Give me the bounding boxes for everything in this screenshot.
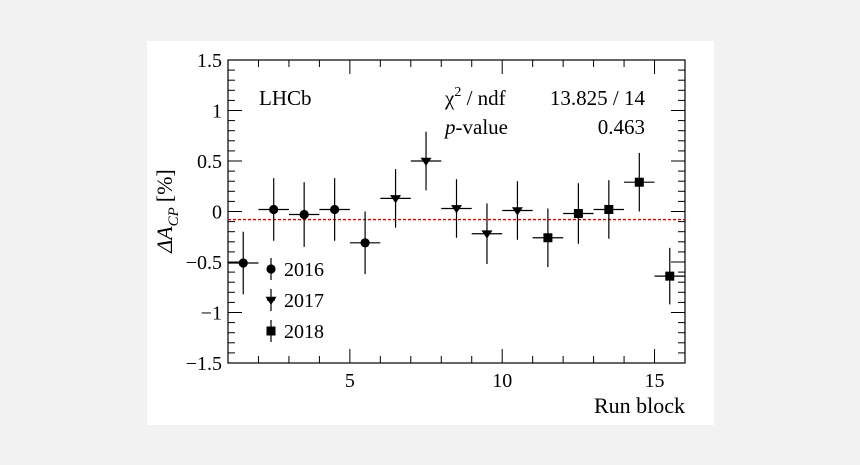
marker-circle (330, 204, 340, 215)
data-point-2018 (532, 208, 564, 268)
data-point-2017 (441, 179, 472, 238)
y-tick-label: −0.5 (186, 252, 222, 274)
y-axis-label: ΔACP [%] (152, 169, 182, 254)
chi2-symbol: χ (444, 86, 455, 110)
pvalue-p: p (443, 115, 456, 139)
x-tick-label: 15 (645, 370, 665, 392)
data-point-2016 (228, 231, 259, 295)
legend-item-2017: 2017 (265, 289, 324, 312)
marker-circle (299, 209, 309, 220)
legend-item-2016: 2016 (266, 258, 324, 281)
data-point-2018 (563, 183, 594, 244)
data-point-2016 (319, 178, 350, 241)
legend-label: 2017 (284, 290, 324, 312)
marker-square (665, 271, 675, 281)
marker-triangle-down (390, 195, 402, 204)
legend-marker-triangle-down (265, 296, 277, 305)
data-point-2017 (380, 169, 411, 228)
marker-triangle-down (451, 205, 462, 214)
legend-label: 2016 (284, 259, 324, 281)
data-point-2017 (471, 203, 503, 265)
data-point-2016 (258, 178, 289, 241)
marker-triangle-down (481, 230, 493, 239)
x-axis-label: Run block (594, 393, 685, 418)
legend-item-2018: 2018 (266, 320, 324, 343)
y-tick-label: −1.5 (186, 353, 222, 375)
experiment-label: LHCb (259, 86, 312, 110)
legend-marker-circle (266, 264, 276, 274)
y-axis-label-unit: [%] (152, 169, 177, 202)
marker-square (604, 204, 614, 214)
legend-label: 2018 (284, 321, 324, 343)
legend: 2016 2017 2018 (265, 258, 324, 343)
y-tick-label: 0 (212, 202, 222, 224)
marker-square (634, 177, 644, 187)
chi2-superscript: 2 (454, 85, 461, 100)
data-point-2017 (410, 131, 442, 191)
y-tick-label: −1 (201, 303, 222, 325)
pvalue-rest: -value (456, 115, 508, 139)
data-point-2016 (288, 182, 320, 247)
marker-circle (269, 204, 279, 215)
data-point-2017 (502, 181, 533, 240)
marker-circle (238, 258, 248, 268)
marker-triangle-down (511, 207, 523, 216)
data-point-2018 (654, 247, 685, 305)
data-point-2018 (593, 180, 625, 239)
y-axis-label-subscript: CP (166, 207, 182, 226)
marker-circle (360, 238, 370, 248)
chi2-ndf-label: / ndf (461, 86, 505, 110)
data-point-2018 (624, 152, 655, 212)
x-tick-label: 5 (345, 370, 355, 392)
y-tick-label: 1 (212, 101, 222, 123)
marker-square (543, 233, 553, 243)
x-tick-label: 10 (492, 370, 512, 392)
pvalue-label: p-value (443, 115, 508, 139)
y-axis-label-prefix: ΔA (152, 226, 177, 254)
figure-panel: −1.5 −1 −0.5 0 0.5 1 1.5 5 10 15 Run block ΔACP [%… (147, 41, 714, 425)
marker-square (573, 209, 583, 219)
data-points (228, 131, 685, 305)
y-tick-label: 1.5 (197, 50, 222, 72)
legend-marker-square (266, 326, 276, 336)
chi2-label: χ2 / ndf (444, 85, 506, 110)
marker-triangle-down (420, 157, 432, 166)
chi2-value: 13.825 / 14 (550, 86, 646, 110)
axes-layer: −1.5 −1 −0.5 0 0.5 1 1.5 5 10 15 (186, 50, 686, 392)
data-point-2016 (349, 211, 381, 275)
y-tick-label: 0.5 (197, 151, 222, 173)
chart: −1.5 −1 −0.5 0 0.5 1 1.5 5 10 15 Run block ΔACP [%… (152, 50, 686, 418)
pvalue-value: 0.463 (598, 115, 645, 139)
